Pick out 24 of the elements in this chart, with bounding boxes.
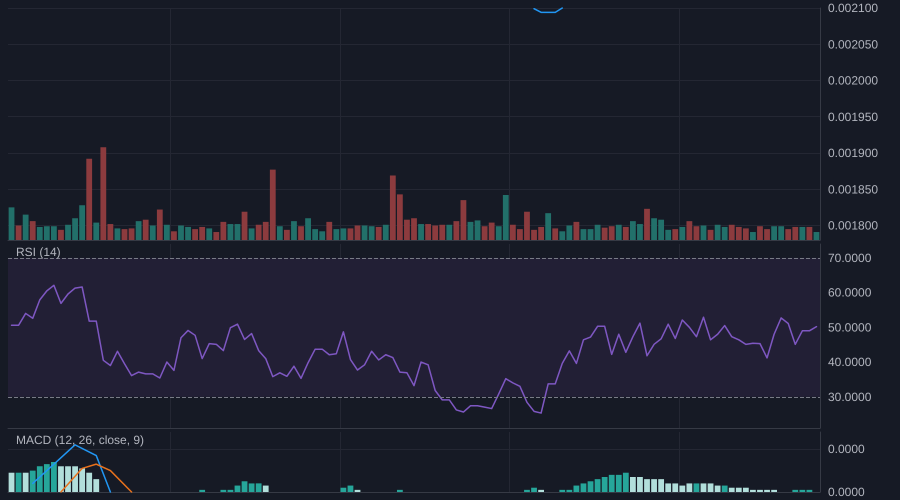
line-series — [10, 284, 818, 414]
y-tick-label: 30.0000 — [828, 390, 872, 404]
line-series — [60, 463, 132, 493]
bar — [694, 483, 700, 492]
y-tick-label: 50.0000 — [828, 320, 872, 334]
y-tick-label: 60.0000 — [828, 286, 872, 300]
y-tick-label: 0.0000 — [828, 442, 866, 456]
y-tick-label: 0.0000 — [828, 485, 866, 499]
y-tick-label: 0.001800 — [828, 218, 878, 232]
bar — [8, 472, 14, 492]
y-tick-label: 0.002100 — [828, 1, 878, 15]
y-tick-label: 0.002050 — [828, 37, 878, 52]
y-tick-label: 0.001950 — [828, 110, 878, 124]
bar — [262, 486, 269, 492]
bar — [16, 472, 22, 492]
bar — [722, 486, 728, 492]
chart-title: MACD (12, 26, close, 9) — [16, 433, 144, 447]
y-tick-label: 0.001850 — [828, 182, 878, 196]
y-tick-label: 70.0000 — [828, 250, 872, 265]
chart-title: RSI (14) — [16, 245, 61, 259]
y-tick-label: 40.0000 — [828, 355, 872, 370]
y-tick-label: 0.002000 — [828, 74, 878, 88]
y-tick-label: 0.001900 — [828, 146, 878, 160]
bar — [22, 472, 29, 492]
